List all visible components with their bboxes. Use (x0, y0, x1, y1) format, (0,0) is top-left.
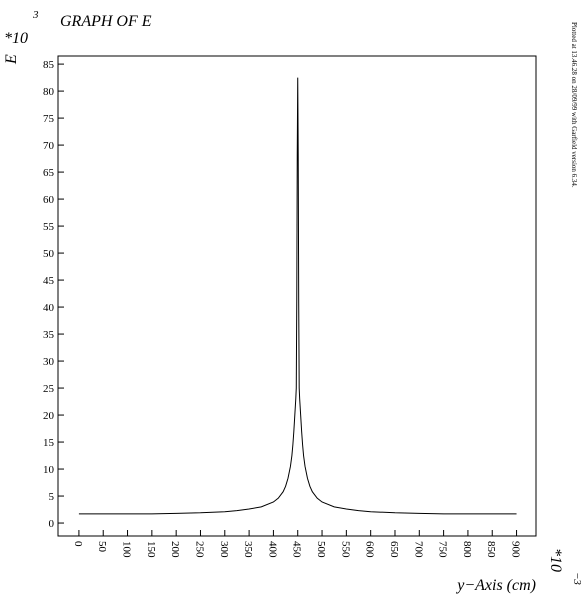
y-tick-label: 50 (43, 248, 55, 260)
x-tick-label: 300 (218, 541, 230, 558)
y-tick-label: 60 (43, 194, 55, 206)
y-tick-label: 10 (43, 464, 55, 476)
y-tick-label: 5 (49, 491, 55, 503)
y-multiplier: *10 (4, 30, 28, 47)
x-tick-label: 400 (266, 541, 278, 558)
x-tick-label: 700 (412, 541, 424, 558)
x-tick-label: 250 (193, 541, 205, 558)
chart-title: GRAPH OF E (60, 13, 152, 30)
x-tick-label: 650 (388, 541, 400, 558)
x-tick-label: 50 (96, 541, 108, 553)
y-tick-label: 25 (43, 383, 55, 395)
x-tick-label: 150 (145, 541, 157, 558)
x-tick-label: 800 (461, 541, 473, 558)
y-tick-label: 40 (43, 302, 55, 314)
y-tick-label: 65 (43, 167, 55, 179)
x-tick-label: 350 (242, 541, 254, 558)
y-tick-label: 55 (43, 221, 55, 233)
y-tick-label: 30 (43, 356, 55, 368)
x-tick-label: 450 (291, 541, 303, 558)
y-tick-label: 15 (43, 437, 55, 449)
x-tick-label: 500 (315, 541, 327, 558)
x-tick-label: 750 (437, 541, 449, 558)
footnote: Plotted at 13.46.28 on 28/09/99 with Gar… (570, 22, 578, 188)
x-exponent: −3 (571, 572, 583, 585)
x-tick-label: 850 (485, 541, 497, 558)
x-tick-label: 900 (510, 541, 522, 558)
y-tick-label: 70 (43, 140, 55, 152)
y-tick-label: 0 (49, 518, 55, 530)
y-tick-label: 85 (43, 59, 55, 71)
x-axis-label: y−Axis (cm) (455, 577, 536, 594)
plot-frame (57, 55, 537, 537)
y-tick-label: 35 (43, 329, 55, 341)
x-tick-label: 600 (364, 541, 376, 558)
y-tick-label: 20 (43, 410, 55, 422)
y-tick-label: 45 (43, 275, 55, 287)
x-tick-label: 550 (339, 541, 351, 558)
x-multiplier: *10 (547, 548, 564, 572)
y-tick-label: 80 (43, 86, 55, 98)
x-tick-label: 100 (121, 541, 133, 558)
y-exponent: 3 (32, 9, 39, 21)
x-tick-label: 0 (72, 541, 84, 547)
y-tick-label: 75 (43, 113, 55, 125)
x-tick-label: 200 (169, 541, 181, 558)
y-axis-label: E (3, 54, 20, 65)
data-line (78, 77, 517, 515)
